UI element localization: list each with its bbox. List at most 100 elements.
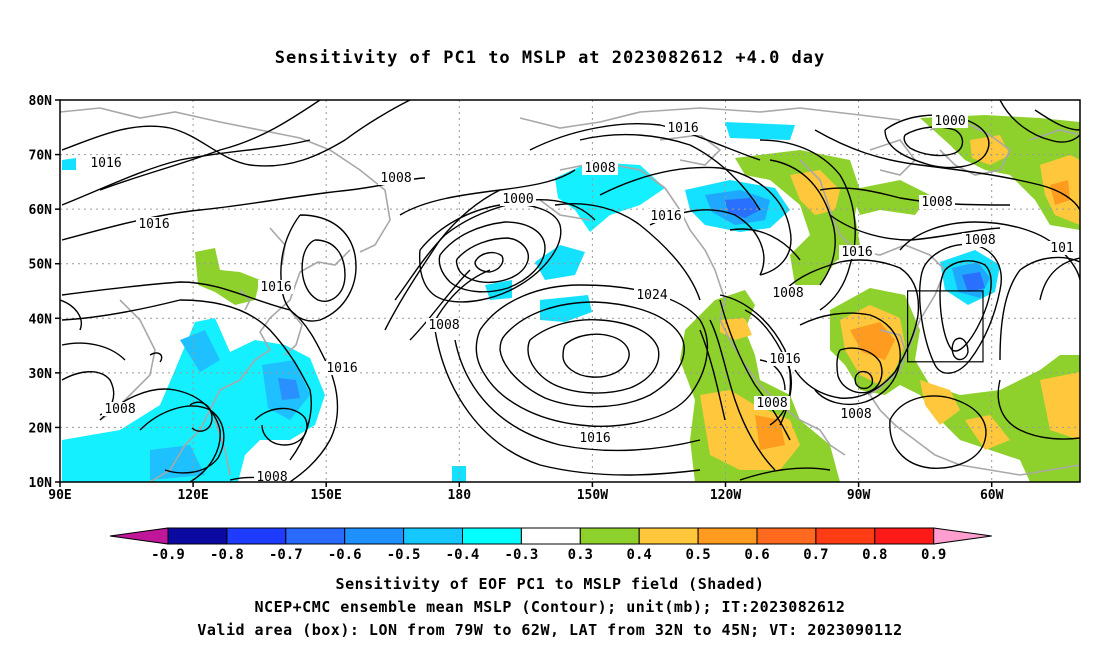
shading-green-region <box>195 248 260 305</box>
contour-line <box>709 319 776 471</box>
shading-orange-region <box>965 415 1010 450</box>
colorbar-label: 0.9 <box>921 547 946 563</box>
colorbar-segment <box>167 527 228 545</box>
contour-label-bg <box>258 280 294 294</box>
shading-blue-region <box>540 295 592 322</box>
contour-line <box>61 100 411 167</box>
contour-line <box>61 281 339 482</box>
contour-label-bg <box>932 114 968 128</box>
contour-label: 1016 <box>841 245 872 260</box>
contour-label-bg <box>88 156 124 170</box>
lat-tick-label: 30N <box>29 367 53 382</box>
colorbar-label: 0.6 <box>744 547 769 563</box>
colorbar-segment <box>579 527 640 545</box>
coastline <box>60 107 391 253</box>
contour-line <box>814 129 1080 211</box>
contour-line <box>409 269 471 341</box>
contour-line <box>999 100 1080 143</box>
contour-line <box>554 203 701 301</box>
contour-label-bg <box>577 431 613 445</box>
contour-label: 1008 <box>964 233 995 248</box>
contour-line <box>527 318 660 394</box>
contour-label: 1016 <box>650 209 681 224</box>
contour-line <box>951 337 969 361</box>
lon-tick-label: 60W <box>980 488 1004 503</box>
coastline <box>869 394 1080 476</box>
colorbar-segment <box>697 527 758 545</box>
lat-axis: 80N 70N 60N 50N 40N 30N 20N 10N <box>29 94 60 491</box>
colorbar-segment <box>403 527 464 545</box>
contour-label: 1024 <box>636 288 667 303</box>
coastline <box>269 227 286 266</box>
coastline <box>519 107 901 129</box>
contour-label: 1016 <box>138 217 169 232</box>
colorbar-left-tip <box>109 527 169 545</box>
contour-label-bg <box>500 192 536 206</box>
colorbar-label: -0.7 <box>269 547 303 563</box>
caption-contour: NCEP+CMC ensemble mean MSLP (Contour); u… <box>254 598 846 616</box>
shading-blue-region <box>535 245 585 280</box>
lon-tick-label: 180 <box>448 488 472 503</box>
coastline <box>799 159 946 396</box>
shading-blue-region <box>725 122 795 140</box>
colorbar-label: 0.3 <box>568 547 593 563</box>
contour-label-bg <box>648 209 684 223</box>
contour-line <box>759 359 786 391</box>
colorbar-segment <box>226 527 287 545</box>
contour-label-bg <box>962 233 998 247</box>
lon-tick-label: 150E <box>311 488 342 503</box>
caption-valid-area: Valid area (box): LON from 79W to 62W, L… <box>197 621 903 639</box>
contour-label: 1008 <box>756 396 787 411</box>
contour-label: 1000 <box>934 114 965 129</box>
contour-line <box>759 139 856 311</box>
colorbar-label: -0.8 <box>210 547 244 563</box>
colorbar-segment <box>462 527 522 545</box>
colorbar: -0.9 -0.8 -0.7 -0.6 -0.5 -0.4 -0.3 0.3 0.4 0.5 0.6… <box>109 527 992 563</box>
contour-label: 1000 <box>502 192 533 207</box>
shading-blue-region <box>725 198 760 218</box>
lon-tick-label: 90W <box>847 488 871 503</box>
contour-label-bg <box>582 161 618 175</box>
contour-label-bg <box>1048 241 1076 255</box>
contour-line <box>149 352 163 363</box>
contour-line <box>61 299 312 461</box>
contour-label-bg <box>136 217 172 231</box>
contour-line <box>61 342 126 361</box>
lon-tick-label: 150W <box>577 488 608 503</box>
contour-label-bg <box>665 121 701 135</box>
contour-line <box>139 405 225 474</box>
colorbar-label: 0.5 <box>685 547 710 563</box>
shading-blue-region <box>278 378 300 400</box>
contour-line <box>854 370 874 390</box>
contour-label: 1008 <box>428 318 459 333</box>
lon-tick-label: 90E <box>48 488 71 503</box>
contour-label-bg <box>754 396 790 410</box>
contour-label: 1016 <box>769 352 800 367</box>
contour-line <box>729 228 801 261</box>
colorbar-segment <box>815 527 876 545</box>
contour-label: 1016 <box>260 280 291 295</box>
contour-line <box>455 237 529 284</box>
colorbar-label: 0.4 <box>627 547 652 563</box>
contour-line <box>189 401 213 432</box>
contour-line <box>599 166 792 276</box>
figure-title: Sensitivity of PC1 to MSLP at 2023082612… <box>274 48 826 68</box>
contour-line <box>999 256 1080 361</box>
contour-label-bg <box>770 286 806 300</box>
lat-tick-label: 40N <box>29 312 53 327</box>
contour-line <box>60 299 82 331</box>
contour-line <box>254 407 308 446</box>
valid-area-box <box>906 290 984 363</box>
colorbar-segment <box>520 527 581 545</box>
contour-label: 1008 <box>380 171 411 186</box>
contour-line <box>474 251 504 273</box>
lon-axis: 90E 120E 150E 180 150W 120W 90W 60W <box>48 482 1004 503</box>
contour-line <box>418 203 562 303</box>
contour-line <box>699 329 726 421</box>
shading-orange-region <box>755 415 785 450</box>
contour-line <box>99 100 321 191</box>
lat-tick-label: 70N <box>29 149 53 164</box>
contour-label-bg <box>324 361 360 375</box>
contour-label: 1016 <box>667 121 698 136</box>
contour-line <box>434 329 701 476</box>
